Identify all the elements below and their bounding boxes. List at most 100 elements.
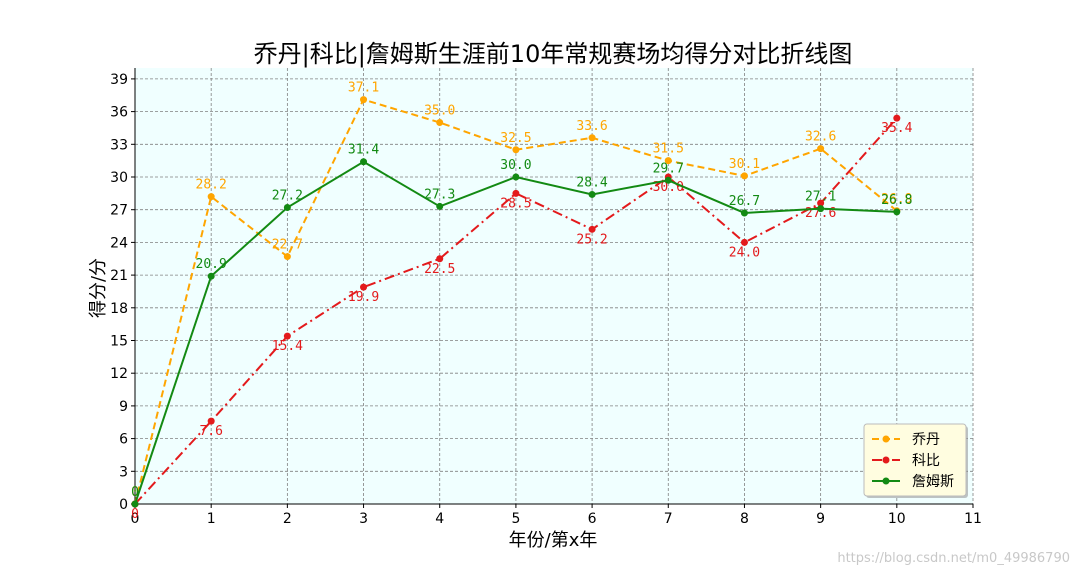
- x-tick-label: 11: [964, 511, 982, 527]
- y-tick-label: 33: [110, 137, 128, 153]
- watermark: https://blog.csdn.net/m0_49986790: [837, 551, 1070, 566]
- data-label: 37.1: [348, 81, 379, 96]
- data-point: [360, 283, 368, 291]
- legend-label: 詹姆斯: [912, 474, 954, 490]
- data-point: [740, 209, 748, 217]
- series-2: 07.615.419.922.528.525.230.024.027.635.4: [131, 114, 913, 522]
- data-label: 32.6: [805, 130, 836, 145]
- data-point: [360, 96, 368, 104]
- data-point: [436, 202, 444, 210]
- data-label: 26.9: [881, 192, 912, 207]
- plot-area: 0 1 2 3 4 5 6 7 8 9 10 1103691215182124273033363902…: [110, 68, 982, 527]
- data-label: 33.6: [576, 119, 607, 134]
- data-point: [207, 272, 215, 280]
- x-axis-label: 年份/第x年: [509, 530, 598, 551]
- data-label: 26.7: [729, 194, 760, 209]
- x-tick-label: 3: [359, 511, 368, 527]
- legend-marker: [882, 477, 890, 485]
- y-tick-label: 9: [119, 399, 128, 415]
- y-tick-label: 12: [110, 366, 128, 382]
- series-1: 0 28.2 22.7 37.1 35.0 32.5 33.6 31.5 30.1 32.6 26.…: [131, 81, 912, 508]
- series-3: 0 20.9 27.2 31.4 27.3 30.0 28.4 29.7 26.7 27.1 26.…: [131, 143, 912, 508]
- data-label: 19.9: [348, 290, 379, 305]
- data-point: [893, 208, 901, 216]
- data-label: 24.0: [729, 245, 760, 260]
- data-point: [512, 173, 520, 181]
- data-point: [817, 145, 825, 153]
- data-point: [740, 172, 748, 180]
- data-point: [588, 225, 596, 233]
- data-label: 29.7: [653, 161, 684, 176]
- legend-marker: [882, 435, 890, 443]
- legend-box: [863, 423, 967, 497]
- data-label: 0: [131, 485, 139, 500]
- x-tick-label: 10: [888, 511, 906, 527]
- x-tick-label: 4: [435, 511, 444, 527]
- data-label: 27.1: [805, 190, 836, 205]
- y-axis-label: 得分/分: [88, 258, 109, 318]
- data-label: 35.4: [881, 121, 912, 136]
- plot-background: [135, 68, 973, 504]
- data-label: 27.2: [272, 189, 303, 204]
- data-point: [817, 199, 825, 207]
- data-label: 28.2: [196, 178, 227, 193]
- legend-marker: [882, 456, 890, 464]
- y-tick-label: 39: [110, 72, 128, 88]
- y-tick-label: 30: [110, 170, 128, 186]
- data-point: [283, 204, 291, 212]
- data-point: [131, 500, 139, 508]
- data-label: 25.2: [576, 232, 607, 247]
- y-tick-label: 15: [110, 334, 128, 350]
- x-tick-label: 5: [511, 511, 520, 527]
- chart-title: 乔丹|科比|詹姆斯生涯前10年常规赛场均得分对比折线图: [254, 40, 853, 68]
- data-point: [893, 114, 901, 122]
- y-tick-label: 3: [119, 464, 128, 480]
- data-label: 7.6: [199, 424, 222, 439]
- data-label: 32.5: [500, 131, 531, 146]
- data-label: 15.4: [272, 339, 303, 354]
- data-point: [207, 193, 215, 201]
- data-label: 30.0: [500, 158, 531, 173]
- data-point: [588, 134, 596, 142]
- y-tick-label: 18: [110, 301, 128, 317]
- y-tick-label: 27: [110, 203, 128, 219]
- data-point: [740, 238, 748, 246]
- data-label: 28.4: [576, 175, 607, 190]
- data-label: 28.5: [500, 196, 531, 211]
- x-tick-label: 6: [588, 511, 597, 527]
- data-point: [512, 189, 520, 197]
- legend-label: 科比: [912, 453, 940, 469]
- data-label: 30.1: [729, 157, 760, 172]
- data-label: 0: [131, 485, 139, 500]
- data-label: 35.0: [424, 104, 455, 119]
- data-point: [588, 190, 596, 198]
- y-tick-label: 6: [119, 432, 128, 448]
- legend-label: 乔丹: [912, 432, 940, 448]
- x-tick-label: 2: [283, 511, 292, 527]
- data-point: [512, 146, 520, 154]
- data-point: [360, 158, 368, 166]
- x-tick-label: 0: [131, 511, 140, 527]
- y-tick-label: 36: [110, 105, 128, 121]
- data-point: [664, 157, 672, 165]
- y-tick-label: 24: [110, 235, 128, 251]
- x-tick-label: 9: [816, 511, 825, 527]
- data-point: [283, 253, 291, 261]
- data-label: 22.7: [272, 238, 303, 253]
- y-tick-label: 21: [110, 268, 128, 284]
- data-point: [664, 176, 672, 184]
- data-label: 20.9: [196, 257, 227, 272]
- data-point: [817, 205, 825, 213]
- x-tick-label: 1: [207, 511, 216, 527]
- data-point: [207, 417, 215, 425]
- y-tick-label: 0: [119, 497, 128, 513]
- data-label: 0: [131, 507, 139, 522]
- data-point: [436, 119, 444, 126]
- data-label: 27.3: [424, 187, 455, 202]
- data-label: 22.5: [424, 262, 455, 277]
- series-line: [134, 117, 898, 505]
- data-label: 31.5: [653, 142, 684, 157]
